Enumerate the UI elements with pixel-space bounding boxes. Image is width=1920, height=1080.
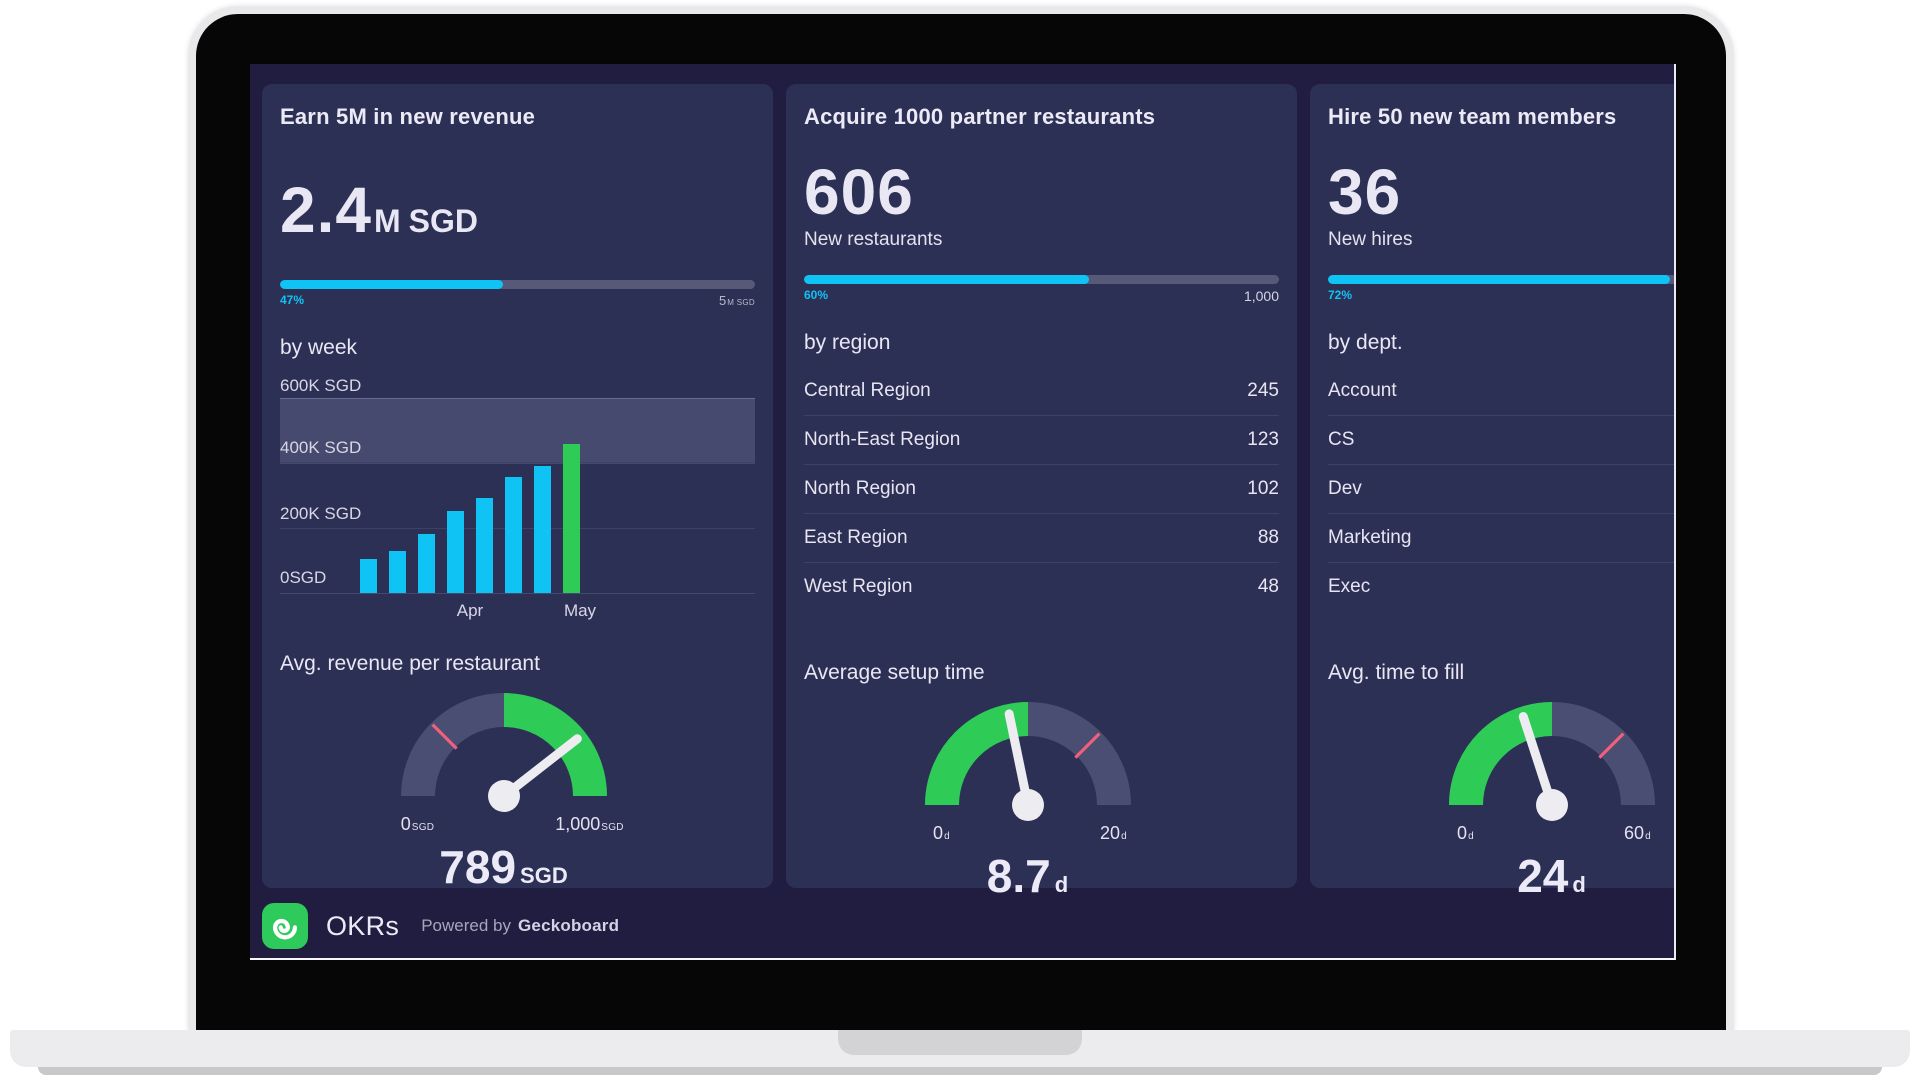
gauge-hub xyxy=(487,780,520,812)
gauge-title: Avg. revenue per restaurant xyxy=(280,652,540,675)
bar xyxy=(476,498,493,593)
hires-big-number: 36 xyxy=(1328,156,1402,228)
geckoboard-brand: Geckoboard xyxy=(518,916,620,935)
gauge-value: 24 d xyxy=(1517,850,1586,902)
section-by-week: by week xyxy=(280,336,358,359)
revenue-progress: 47% 5 M SGD xyxy=(280,280,755,308)
gauge-max-label: 1,000 SGD xyxy=(555,814,624,834)
progress-percent-label: 72% xyxy=(1328,288,1353,302)
bars-group xyxy=(360,397,580,593)
dashboard-footer: OKRs Powered by Geckoboard xyxy=(262,902,619,950)
gauge-title: Average setup time xyxy=(804,661,985,684)
progress-percent-label: 60% xyxy=(804,288,829,302)
dept-table: Account CS Dev Marketing Exec xyxy=(1328,367,1674,611)
gauge-max-label: 60 d xyxy=(1624,823,1651,843)
gauge-arc xyxy=(400,693,607,812)
x-axis-line xyxy=(280,593,755,594)
panel-restaurants: Acquire 1000 partner restaurants 606 New… xyxy=(786,84,1297,902)
ytick-200k: 200K SGD xyxy=(280,503,362,523)
section-by-region: by region xyxy=(804,331,891,354)
table-row: Exec xyxy=(1328,562,1674,611)
progress-track xyxy=(280,280,755,289)
laptop-base xyxy=(10,1030,1910,1067)
table-row: North-East Region 123 xyxy=(804,415,1279,464)
table-row: East Region 88 xyxy=(804,513,1279,562)
panel-title: Hire 50 new team members xyxy=(1328,104,1617,129)
progress-percent-label: 47% xyxy=(280,293,305,307)
bar xyxy=(534,465,551,593)
gauge-value: 789 SGD xyxy=(439,841,568,893)
table-row: Central Region 245 xyxy=(804,380,1279,401)
table-row: West Region 48 xyxy=(804,562,1279,611)
laptop-base-edge xyxy=(38,1067,1882,1075)
goal-band xyxy=(280,398,755,465)
table-row: North Region 102 xyxy=(804,464,1279,513)
revenue-big-number: 2.4 M SGD xyxy=(280,178,755,242)
big-caption: New restaurants xyxy=(804,229,943,250)
gauge-arc xyxy=(924,702,1131,821)
bar xyxy=(447,511,464,593)
panels-row: Earn 5M in new revenue 2.4 M SGD 47% 5 M… xyxy=(262,84,1674,902)
okr-dashboard: Earn 5M in new revenue 2.4 M SGD 47% 5 M… xyxy=(250,64,1676,960)
progress-fill xyxy=(1328,275,1670,284)
progress-target-label: 5 M SGD xyxy=(719,293,755,308)
progress-target-label: 1,000 xyxy=(1243,288,1279,304)
bar xyxy=(563,444,580,593)
xtick-apr: Apr xyxy=(456,601,484,620)
table-row: CS xyxy=(1328,415,1674,464)
gauge-hub xyxy=(1535,789,1568,821)
table-row: Account xyxy=(1328,380,1397,401)
gridline-400k xyxy=(280,462,755,464)
big-suffix: M xyxy=(373,203,401,239)
bar xyxy=(360,558,377,593)
dashboard-name: OKRs xyxy=(326,910,400,941)
table-row: Marketing xyxy=(1328,513,1674,562)
weekly-revenue-chart: 400K SGD 200K SGD 0SGD xyxy=(280,398,755,594)
gauge-value: 8.7 d xyxy=(986,850,1069,902)
bar xyxy=(505,477,522,593)
powered-by-label: Powered by xyxy=(421,916,511,935)
geckoboard-logo-icon xyxy=(262,903,308,949)
region-table: Central Region 245 North-East Region 123 Nor… xyxy=(804,367,1279,611)
big-caption: New hires xyxy=(1328,229,1413,250)
ytick-400k: 400K SGD xyxy=(280,438,362,458)
gauge-hub xyxy=(1011,789,1044,821)
ytick-0: 0SGD xyxy=(280,568,327,587)
table-row: Dev xyxy=(1328,464,1674,513)
gauge-min-label: 0 SGD xyxy=(400,814,435,834)
xtick-may: May xyxy=(563,601,597,620)
bar xyxy=(418,534,435,593)
progress-track xyxy=(1328,275,1674,284)
gecko-spiral-icon xyxy=(272,918,298,940)
restaurants-big-number: 606 xyxy=(804,156,914,228)
big-unit: SGD xyxy=(408,203,478,239)
gauge-title: Avg. time to fill xyxy=(1328,661,1465,684)
hires-progress: 72% xyxy=(1328,275,1674,303)
panel-title: Earn 5M in new revenue xyxy=(280,104,536,129)
section-by-dept: by dept. xyxy=(1328,331,1403,354)
progress-fill xyxy=(804,275,1089,284)
panel-revenue: Earn 5M in new revenue 2.4 M SGD 47% 5 M… xyxy=(262,84,773,893)
gauge-max-label: 20 d xyxy=(1100,823,1127,843)
big-value: 2.4 xyxy=(280,174,372,246)
revenue-gauge: 0 SGD 1,000 SGD 789 SGD xyxy=(394,692,624,894)
panel-title: Acquire 1000 partner restaurants xyxy=(804,104,1156,129)
panel-hires: Hire 50 new team members 36 New hires 72… xyxy=(1310,84,1674,902)
ytick-600k: 600K SGD xyxy=(280,376,362,395)
gauge-arc xyxy=(1448,702,1655,821)
bar xyxy=(389,550,406,593)
progress-fill xyxy=(280,280,504,289)
restaurants-progress: 60% 1,000 xyxy=(804,275,1279,304)
laptop-notch xyxy=(838,1030,1082,1055)
progress-track xyxy=(804,275,1279,284)
